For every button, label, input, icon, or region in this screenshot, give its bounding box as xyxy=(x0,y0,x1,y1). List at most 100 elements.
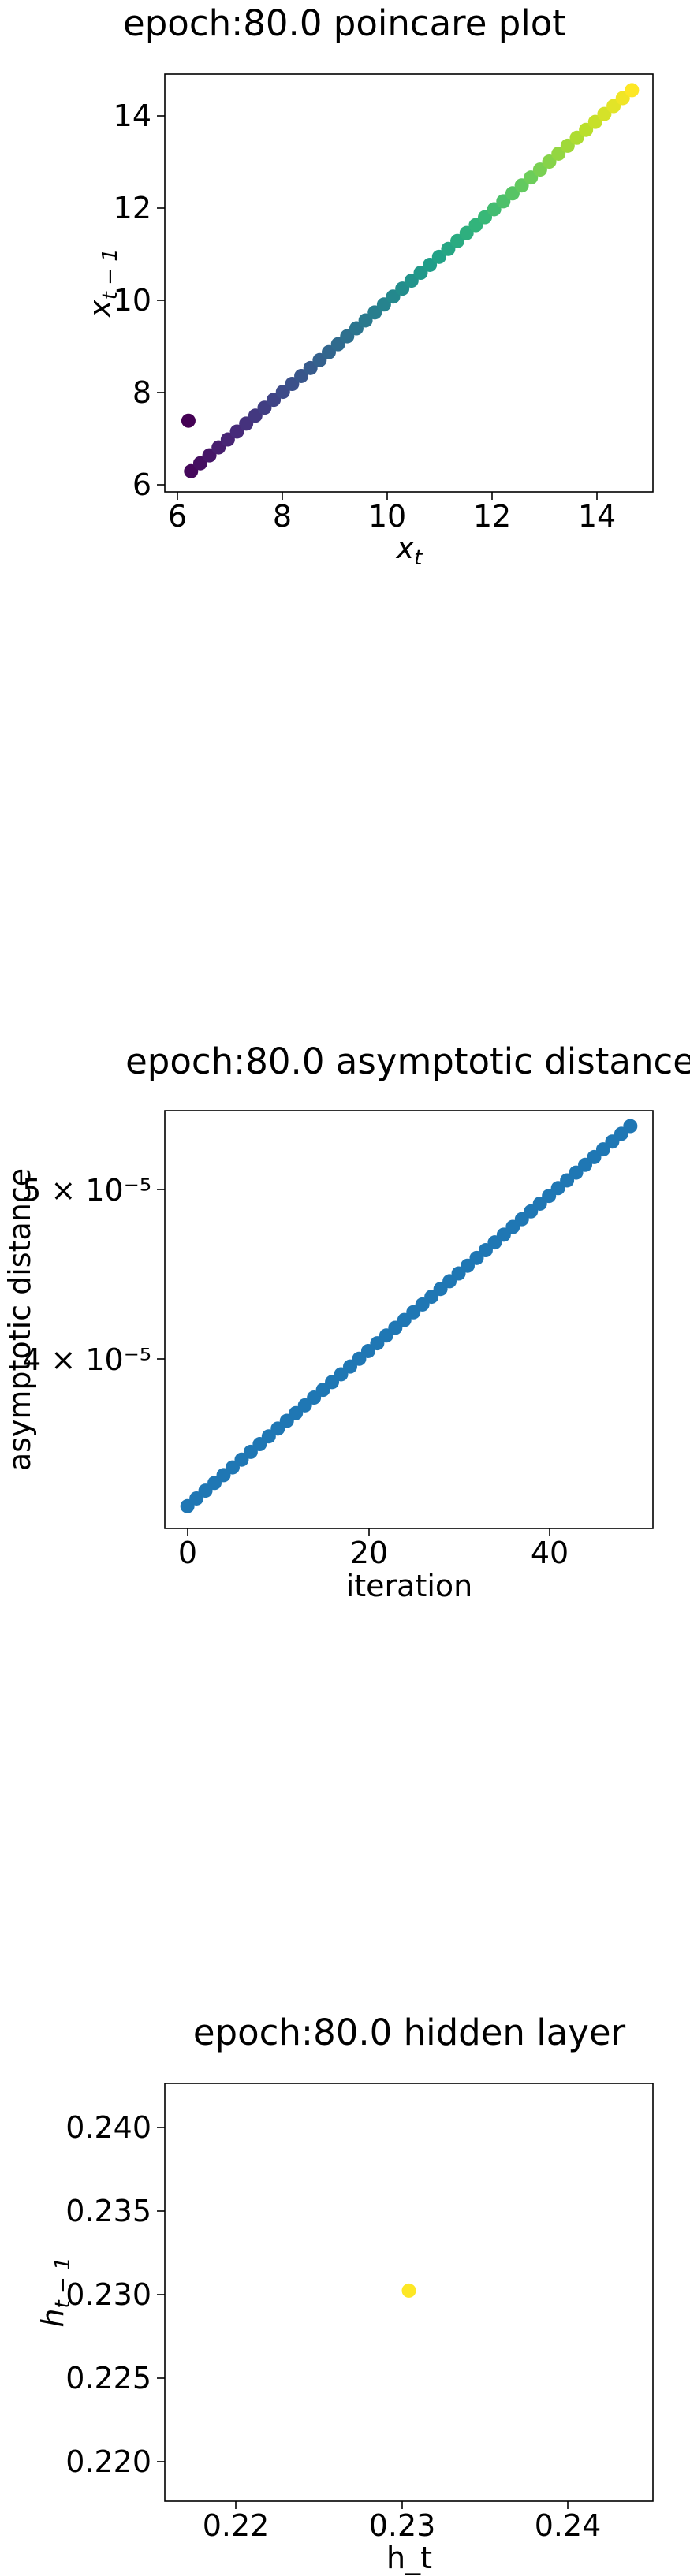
data-point xyxy=(376,297,391,312)
data-point xyxy=(441,241,456,256)
y-tick-label: 12 xyxy=(114,191,151,225)
data-point xyxy=(404,274,419,288)
data-point xyxy=(524,170,539,185)
hidden-layer-x-ticks: 0.22 0.23 0.24 xyxy=(203,2501,602,2543)
x-tick-label: 40 xyxy=(531,1536,569,1570)
asymptotic-points xyxy=(180,1119,638,1513)
x-tick-label: 0.24 xyxy=(535,2508,602,2543)
hidden-layer-y-ticks: 0.220 0.225 0.230 0.235 0.240 xyxy=(65,2110,165,2479)
data-point xyxy=(597,106,612,121)
data-point xyxy=(487,202,502,217)
data-point xyxy=(303,360,318,375)
data-point xyxy=(625,83,640,98)
data-point xyxy=(322,344,336,359)
poincare-x-ticks: 6 8 10 12 14 xyxy=(168,492,616,534)
data-point xyxy=(395,281,410,296)
data-point xyxy=(285,377,300,392)
data-point xyxy=(257,400,272,415)
y-tick-label: 6 xyxy=(132,467,151,502)
asymptotic-plot-frame xyxy=(164,1110,654,1529)
data-point xyxy=(312,352,327,367)
data-point xyxy=(423,257,438,272)
hidden-layer-x-label: h_t xyxy=(386,2541,432,2575)
x-tick-label: 8 xyxy=(273,499,292,534)
asymptotic-x-label: iteration xyxy=(346,1569,473,1603)
data-point xyxy=(551,146,566,161)
data-point xyxy=(431,249,446,264)
data-point xyxy=(615,91,630,106)
asymptotic-x-ticks: 0 20 40 xyxy=(178,1528,569,1570)
data-point xyxy=(468,218,483,233)
data-point xyxy=(211,440,226,455)
y-tick-label: 0.230 xyxy=(65,2277,151,2312)
asymptotic-title: epoch:80.0 asymptotic distance xyxy=(125,1040,690,1082)
data-point xyxy=(413,266,428,281)
data-point xyxy=(192,456,207,471)
asymptotic-chart: epoch:80.0 asymptotic distance 0 20 40 4… xyxy=(2,1040,690,1603)
data-point xyxy=(514,178,529,193)
data-point xyxy=(367,305,382,320)
data-point xyxy=(579,122,594,137)
data-point xyxy=(606,99,621,114)
x-tick-label: 14 xyxy=(578,499,616,534)
data-point xyxy=(569,130,584,145)
poincare-y-label: xt − 1 xyxy=(83,248,122,318)
y-tick-label: 10 xyxy=(114,283,151,318)
y-tick-label: 0.225 xyxy=(65,2361,151,2395)
data-point xyxy=(587,114,602,129)
data-point xyxy=(505,186,520,201)
data-point xyxy=(560,138,575,153)
asymptotic-y-ticks: 4 × 10⁻⁵ 5 × 10⁻⁵ xyxy=(22,1173,165,1377)
hidden-layer-points xyxy=(401,2283,416,2298)
data-point xyxy=(229,424,244,439)
data-point xyxy=(248,408,263,423)
data-point xyxy=(450,233,465,248)
data-point xyxy=(294,368,309,383)
data-point xyxy=(532,162,547,177)
y-tick-label: 5 × 10⁻⁵ xyxy=(22,1173,151,1208)
data-point xyxy=(623,1119,638,1134)
hidden-layer-title: epoch:80.0 hidden layer xyxy=(193,2012,626,2053)
x-tick-label: 0.22 xyxy=(203,2508,270,2543)
x-tick-label: 0 xyxy=(178,1536,197,1570)
poincare-x-label: xt xyxy=(396,530,423,570)
data-point xyxy=(459,225,474,240)
x-tick-label: 12 xyxy=(473,499,511,534)
hidden-layer-plot-frame xyxy=(164,2083,654,2502)
data-point xyxy=(267,393,282,408)
data-point xyxy=(202,448,217,463)
x-tick-label: 6 xyxy=(168,499,187,534)
hidden-layer-y-label: ht − 1 xyxy=(35,2257,75,2327)
data-point xyxy=(358,313,373,328)
poincare-y-ticks: 6 8 10 12 14 xyxy=(114,99,165,502)
asymptotic-y-label: asymptotic distance xyxy=(2,1168,37,1471)
poincare-title: epoch:80.0 poincare plot xyxy=(123,2,566,44)
x-tick-label: 20 xyxy=(350,1536,388,1570)
data-point xyxy=(542,154,557,169)
x-tick-label: 0.23 xyxy=(369,2508,436,2543)
data-point xyxy=(239,416,254,431)
poincare-plot-frame xyxy=(164,73,654,493)
data-point xyxy=(496,194,511,209)
y-tick-label: 4 × 10⁻⁵ xyxy=(22,1342,151,1377)
x-tick-label: 10 xyxy=(368,499,406,534)
y-tick-label: 0.220 xyxy=(65,2444,151,2479)
data-point xyxy=(330,337,345,352)
data-point xyxy=(340,329,355,344)
data-point xyxy=(184,463,199,478)
data-point xyxy=(181,413,196,428)
data-point xyxy=(478,210,493,225)
poincare-points xyxy=(181,83,640,478)
data-point xyxy=(401,2283,416,2298)
hidden-layer-chart: epoch:80.0 hidden layer 0.22 0.23 0.24 0… xyxy=(35,2012,654,2575)
y-tick-label: 0.240 xyxy=(65,2110,151,2145)
y-tick-label: 0.235 xyxy=(65,2194,151,2228)
y-tick-label: 8 xyxy=(132,375,151,410)
data-point xyxy=(275,385,290,400)
data-point xyxy=(220,432,235,447)
data-point xyxy=(386,289,401,304)
data-point xyxy=(349,321,364,336)
y-tick-label: 14 xyxy=(114,99,151,133)
poincare-chart: epoch:80.0 poincare plot 6 8 10 12 14 6 … xyxy=(83,2,654,570)
